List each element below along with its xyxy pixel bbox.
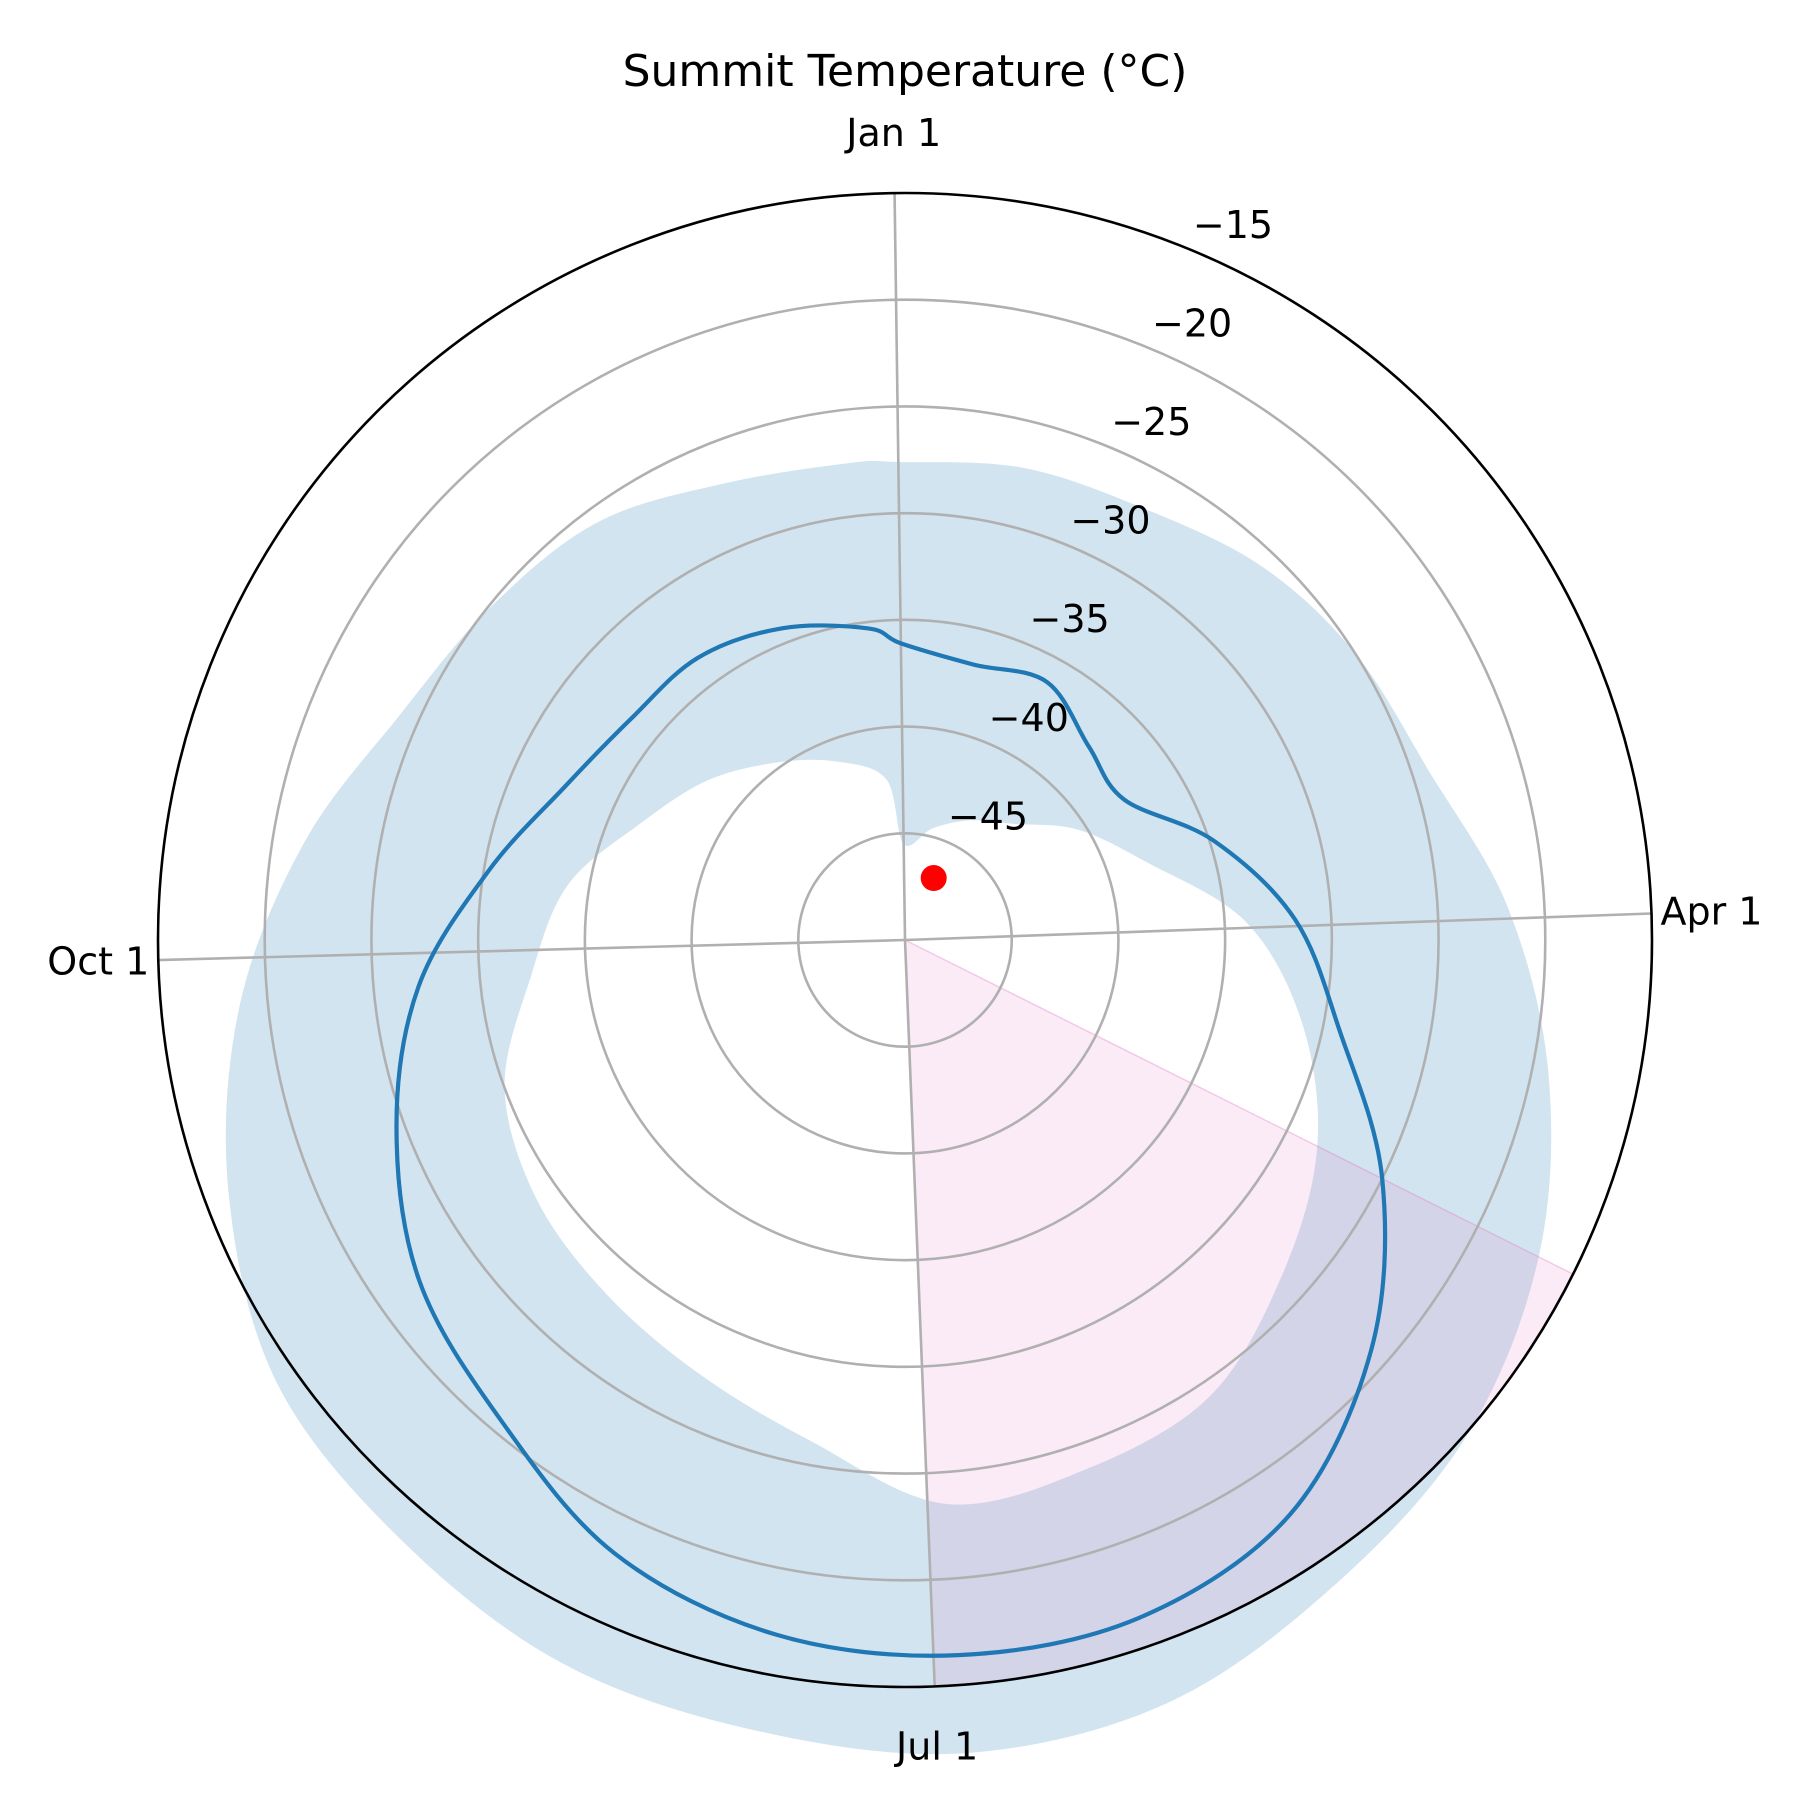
r-gridline <box>690 725 1120 1155</box>
r-tick-label: −45 <box>948 794 1028 838</box>
theta-tick-label: Jan 1 <box>844 111 941 155</box>
r-gridline <box>583 618 1227 1262</box>
polar-frame <box>156 191 1654 1689</box>
theta-gridline <box>158 938 906 962</box>
theta-gridline <box>903 939 937 1687</box>
theta-gridline <box>904 912 1652 942</box>
r-gridline <box>263 298 1547 1582</box>
theta-tick-label: Oct 1 <box>47 940 149 984</box>
theta-tick-label: Jul 1 <box>894 1724 978 1768</box>
r-tick-label: −35 <box>1030 597 1110 641</box>
mean-temperature-line <box>394 623 1388 1658</box>
r-tick-label: −25 <box>1111 400 1191 444</box>
chart-title: Summit Temperature (°C) <box>623 46 1188 97</box>
r-gridline <box>476 511 1334 1369</box>
r-tick-label: −40 <box>989 696 1069 740</box>
theta-tick-label: Apr 1 <box>1660 889 1762 933</box>
range-band <box>225 460 1552 1755</box>
r-tick-label: −15 <box>1193 203 1273 247</box>
theta-gridline <box>893 193 907 941</box>
current-temperature-marker <box>920 865 947 892</box>
r-gridline <box>370 405 1440 1475</box>
r-tick-label: −30 <box>1070 499 1150 543</box>
r-gridline <box>796 831 1014 1049</box>
r-tick-label: −20 <box>1152 301 1232 345</box>
